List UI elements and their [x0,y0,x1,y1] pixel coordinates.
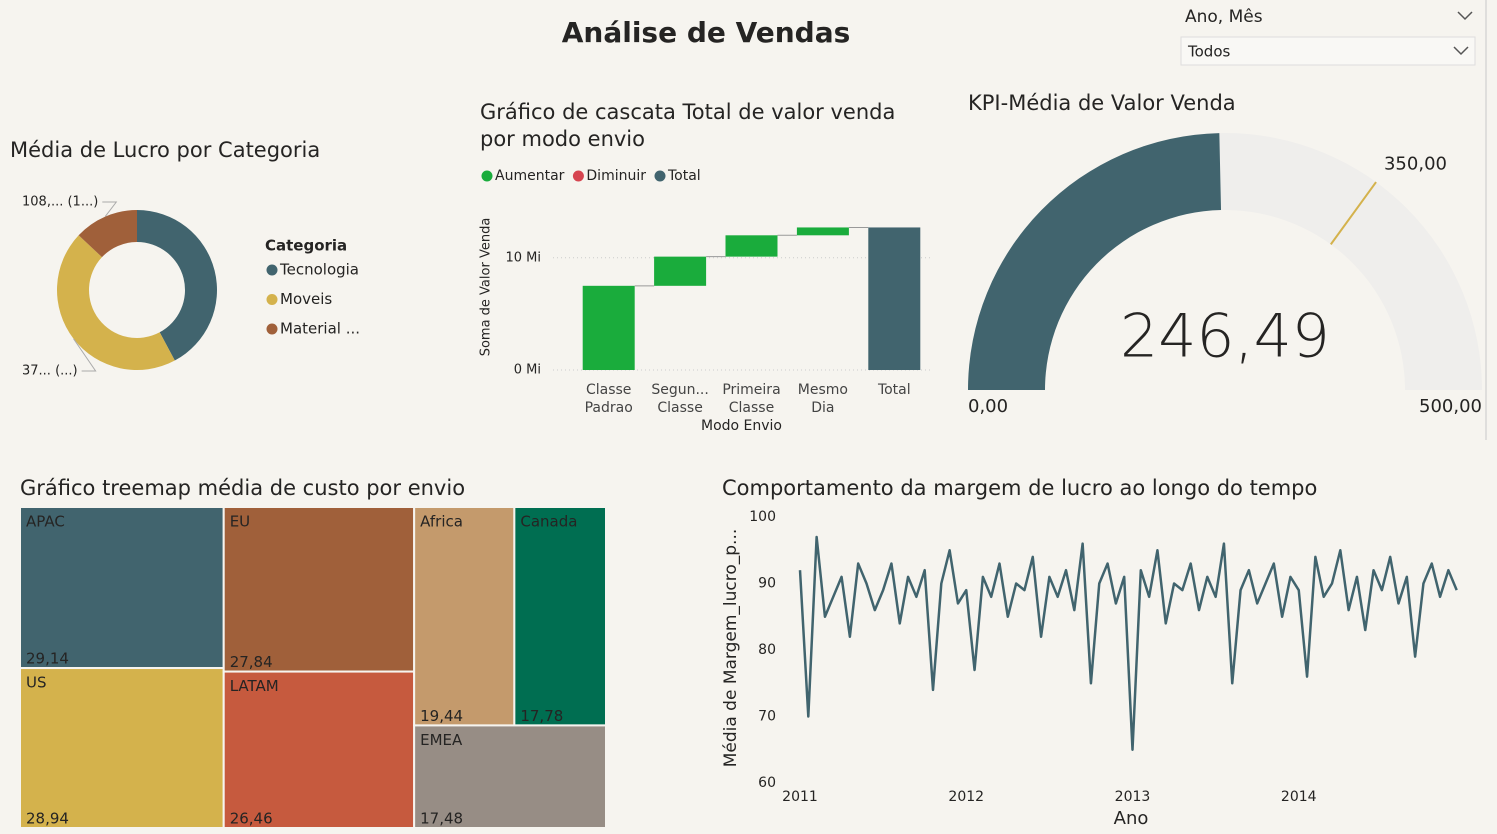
y-tick-label: 80 [758,642,776,658]
legend-marker [481,170,493,182]
chart-title-box: Gráfico de cascata Total de valor venda … [480,100,896,151]
treemap-label: EMEA [420,731,463,749]
treemap-value: 19,44 [420,707,463,725]
treemap-value: 28,94 [26,810,69,828]
treemap-value: 26,46 [230,810,273,828]
gauge-value-label: 246,49 [1120,302,1330,372]
donut-slice [137,210,217,361]
y-axis-label: Soma de Valor Venda [479,218,494,357]
chart-title: Gráfico de cascata Total de valor venda … [480,100,896,151]
legend-label: Tecnologia [279,261,359,279]
waterfall-bar [725,235,778,257]
treemap-cell [413,724,607,829]
y-tick-label: 0 Mi [514,363,541,378]
gauge-range-label: 500,00 [1419,396,1482,417]
y-tick-label: 10 Mi [505,250,541,265]
leader-line [102,201,118,217]
treemap-value: 29,14 [26,650,69,668]
y-tick-label: 70 [758,709,776,725]
treemap-cell [222,506,416,673]
x-tick-label-box: Total [877,382,911,398]
line-series [798,535,1458,751]
y-tick-label: 60 [758,775,776,791]
treemap-label: Africa [420,513,463,531]
chart-title: Comportamento da margem de lucro ao long… [722,476,1317,500]
treemap-cell [513,506,608,727]
x-tick-label-box: Classe Padrao [584,382,633,416]
waterfall-bar [868,227,921,370]
legend-marker [266,264,278,276]
waterfall-bar [654,256,707,286]
x-tick-label: 2014 [1281,789,1317,805]
treemap-label: APAC [26,513,65,531]
chart-title: KPI-Média de Valor Venda [968,91,1236,115]
x-axis-label: Ano [1114,808,1149,829]
treemap-label: Canada [520,513,577,531]
slicer-label: Ano, Mês [1185,7,1263,27]
x-tick-label: 2011 [782,789,818,805]
waterfall-bar [796,227,849,236]
legend-title: Categoria [265,237,347,255]
slicer-value: Todos [1187,43,1230,61]
x-tick-label: 2013 [1115,789,1151,805]
legend-label: Material ... [280,320,360,338]
y-tick-label: 100 [749,509,776,525]
chart-title: Gráfico treemap média de custo por envio [20,476,465,500]
treemap-cell [19,667,225,829]
treemap-cell [19,506,225,670]
x-axis-label: Modo Envio [701,418,782,434]
chevron [1457,11,1473,21]
x-tick-label: Total [877,382,911,398]
x-tick-label-box: Segun... Classe [651,382,709,416]
treemap-label: US [26,674,47,692]
x-tick-label: Mesmo Dia [797,382,848,416]
legend-marker [572,170,584,182]
chevron [1453,46,1469,56]
x-tick-label: Primeira Classe [722,382,781,416]
legend-marker [266,294,278,305]
x-tick-label: Classe Padrao [584,382,633,416]
treemap-cell [413,506,516,727]
y-tick-label: 90 [758,576,776,592]
treemap-value: 17,48 [420,810,463,828]
legend-label: Diminuir [586,168,646,184]
gauge-target [1329,181,1377,245]
data-label: 37... (...) [22,364,78,379]
treemap-label: LATAM [230,677,279,695]
leader-line [73,338,97,372]
y-axis-label: Média de Margem_lucro_p... [721,529,741,768]
legend-label: Moveis [280,290,332,308]
target-label: 350,00 [1384,153,1447,174]
x-tick-label-box: Primeira Classe [722,382,781,416]
data-label: 108,... (1...) [22,195,98,210]
legend-marker [266,323,278,335]
x-tick-label-box: Mesmo Dia [797,382,848,416]
legend-label: Aumentar [495,168,565,184]
legend-label: Total [667,168,701,184]
chart-title: Média de Lucro por Categoria [10,138,320,162]
waterfall-bar [582,285,635,370]
donut-slice [57,235,175,371]
treemap-value: 27,84 [230,653,273,671]
x-tick-label: Segun... Classe [651,382,709,416]
slicer-box[interactable] [1180,36,1476,66]
treemap-label: EU [230,513,250,531]
page-title: Análise de Vendas [562,16,851,49]
treemap-value: 17,78 [520,707,563,725]
donut-slice [78,210,137,258]
slicer[interactable]: Ano, Mês Todos [1180,7,1476,66]
x-tick-label: 2012 [948,789,984,805]
gauge-range-label: 0,00 [968,396,1008,417]
legend-marker [654,170,666,182]
gauge-value [968,133,1222,390]
